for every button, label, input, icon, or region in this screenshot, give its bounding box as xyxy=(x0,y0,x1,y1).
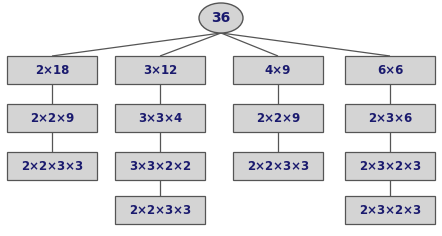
Text: 2×2×3×3: 2×2×3×3 xyxy=(129,203,191,216)
Text: 3×3×4: 3×3×4 xyxy=(138,111,182,125)
FancyBboxPatch shape xyxy=(115,56,205,84)
FancyBboxPatch shape xyxy=(7,152,97,180)
Text: 2×2×3×3: 2×2×3×3 xyxy=(21,160,83,173)
FancyBboxPatch shape xyxy=(7,56,97,84)
Text: 3×12: 3×12 xyxy=(143,63,177,76)
FancyBboxPatch shape xyxy=(7,104,97,132)
Text: 2×2×9: 2×2×9 xyxy=(256,111,300,125)
Text: 2×2×3×3: 2×2×3×3 xyxy=(247,160,309,173)
Text: 4×9: 4×9 xyxy=(265,63,291,76)
Text: 2×2×9: 2×2×9 xyxy=(30,111,74,125)
Text: 2×3×2×3: 2×3×2×3 xyxy=(359,203,421,216)
FancyBboxPatch shape xyxy=(115,152,205,180)
Text: 3×3×2×2: 3×3×2×2 xyxy=(129,160,191,173)
FancyBboxPatch shape xyxy=(345,56,435,84)
Text: 36: 36 xyxy=(211,11,231,25)
Text: 2×3×6: 2×3×6 xyxy=(368,111,412,125)
Text: 2×18: 2×18 xyxy=(35,63,69,76)
Ellipse shape xyxy=(199,3,243,33)
FancyBboxPatch shape xyxy=(115,196,205,224)
FancyBboxPatch shape xyxy=(233,56,323,84)
FancyBboxPatch shape xyxy=(115,104,205,132)
FancyBboxPatch shape xyxy=(233,104,323,132)
FancyBboxPatch shape xyxy=(233,152,323,180)
Text: 2×3×2×3: 2×3×2×3 xyxy=(359,160,421,173)
Text: 6×6: 6×6 xyxy=(377,63,403,76)
FancyBboxPatch shape xyxy=(345,104,435,132)
FancyBboxPatch shape xyxy=(345,196,435,224)
FancyBboxPatch shape xyxy=(345,152,435,180)
